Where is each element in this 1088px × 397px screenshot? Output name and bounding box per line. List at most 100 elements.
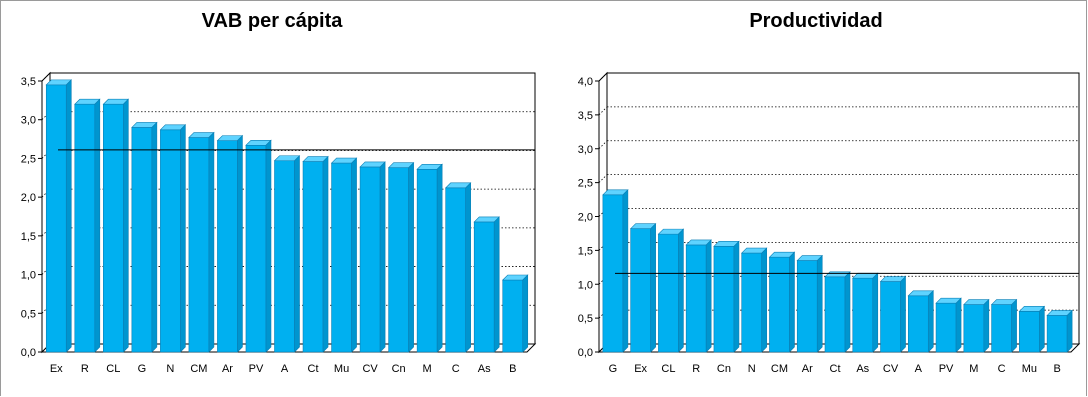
bar-side [983,298,990,353]
bar-side [955,297,962,353]
bar [796,260,818,353]
x-tick-label: Mu [1022,363,1037,375]
x-tick-label: PV [249,363,264,375]
chart-plot: 0,00,51,01,52,02,53,03,5Ex R CL G N CM Ar PV A Ct… [21,71,537,375]
bar-side [816,254,823,353]
chart-title: VAB per cápita [201,10,343,32]
bar [991,304,1012,353]
bar [630,228,651,353]
y-tick-label: 0,5 [21,308,36,320]
y-tick-label: 0,0 [21,347,36,359]
x-tick-label: M [423,363,432,375]
x-tick-label: G [138,363,147,375]
y-tick-label: 2,5 [578,178,593,190]
bar-side [705,239,712,353]
y-tick-label: 3,0 [21,115,36,127]
x-tick-label: As [478,363,491,375]
bar-side [622,189,629,353]
bar [331,162,352,353]
y-tick-label: 3,0 [578,144,593,156]
x-tick-label: G [609,363,618,375]
x-tick-label: M [969,363,978,375]
bar [685,244,707,353]
bar-side [294,155,300,353]
bar [963,304,985,353]
bar [45,84,67,353]
y-tick-label: 1,5 [578,245,593,257]
y-tick-label: 4,0 [578,76,593,88]
x-tick-label: B [509,363,516,375]
bar [1046,315,1068,353]
y-tick-label: 2,5 [21,153,36,165]
bar [188,137,210,353]
bar-side [351,157,357,353]
x-tick-label: A [915,363,923,375]
x-tick-label: Ex [50,363,63,375]
bar [217,140,238,353]
bar-side [379,161,386,353]
bar-side [522,274,529,353]
x-tick-label: Cn [392,363,406,375]
bar [131,127,153,353]
bar [416,168,438,353]
bar-side [650,222,656,353]
x-tick-label: R [81,363,89,375]
bar [103,103,124,353]
bar-side [900,275,906,353]
chart-vab-per-capita: VAB per cápita 0,0 0,5 1,0 1,5 2,0 2,5 3,0 3,5 E… [21,10,537,375]
bar-side [94,98,101,353]
x-tick-label: C [452,363,460,375]
x-tick-label: N [166,363,174,375]
bar-side [844,271,851,353]
bar-side [237,134,243,353]
y-tick-label: 3,5 [578,110,593,122]
x-tick-label: Ar [222,363,233,375]
bar-side [761,247,768,353]
y-tick-label: 1,0 [578,279,593,291]
y-tick-label: 1,0 [21,270,36,282]
x-tick-label: N [748,363,756,375]
x-tick-label: As [856,363,869,375]
chart-title: Productividad [749,10,883,32]
bar-side [1039,305,1045,353]
x-tick-label: Ct [308,363,319,375]
bar [245,144,267,353]
bar-side [733,240,740,353]
bar [388,167,409,353]
x-tick-label: A [281,363,289,375]
bar [713,246,735,353]
bar-side [65,79,72,353]
bar-side [678,228,684,353]
x-tick-label: Ar [802,363,813,375]
bar [74,103,96,353]
bar-side [180,124,186,353]
y-tick-label: 1,5 [21,231,36,243]
chart-productividad: Productividad 0,0 0,5 1,0 1,5 2,0 2,5 3,0 3,5 4,… [544,0,1088,397]
x-tick-label: B [1053,363,1060,375]
bar-side [872,272,879,353]
bar [160,129,181,353]
bar [274,160,295,353]
y-tick-label: 0,5 [578,313,593,325]
bar [769,256,790,353]
bar-side [322,155,329,353]
bar-side [408,161,414,353]
bar [741,252,763,353]
x-tick-label: Ct [830,363,841,375]
x-tick-label: C [998,363,1006,375]
bar-side [493,216,500,353]
bar-side [265,139,272,353]
y-tick-label: 3,5 [21,76,36,88]
bar-side [1066,309,1073,353]
x-tick-label: CV [362,363,378,375]
bar [502,279,524,353]
x-tick-label: PV [939,363,954,375]
bar-side [789,251,795,353]
bar-side [465,182,471,353]
bar [824,276,846,353]
bar [473,221,495,353]
bar [1019,311,1040,353]
bar [935,302,957,353]
bar-side [151,121,158,353]
x-tick-label: R [692,363,700,375]
